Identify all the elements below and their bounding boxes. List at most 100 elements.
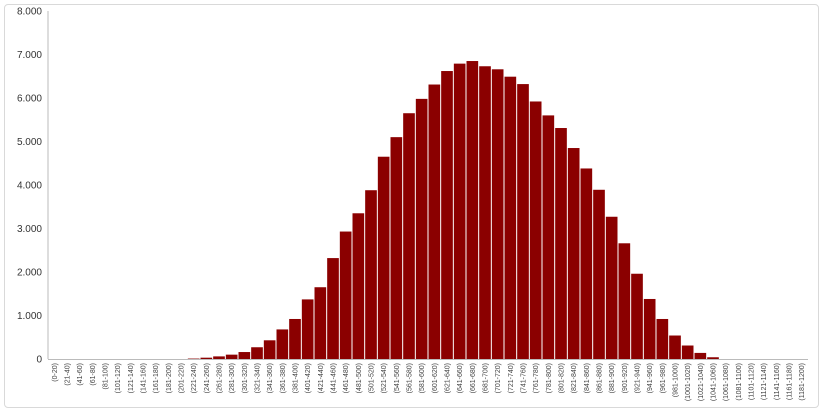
x-tick-label: (401-420) (305, 363, 312, 393)
x-tick-label: (241-260) (204, 363, 211, 393)
x-tick-label: (581-600) (419, 363, 426, 393)
bar (504, 76, 517, 359)
x-tick-label: (1021-1040) (698, 363, 705, 401)
x-tick-label: (1141-1160) (774, 363, 781, 400)
x-tick-label: (521-540) (381, 363, 388, 393)
x-tick-label: (701-720) (495, 363, 502, 393)
x-tick-label: (261-280) (217, 363, 224, 393)
x-tick-label: (281-300) (229, 363, 236, 393)
bar (542, 115, 555, 360)
bar (580, 168, 593, 359)
bar (479, 66, 491, 359)
x-tick-label: (981-1000) (673, 363, 680, 397)
y-tick-label: 5.000 (17, 137, 42, 148)
bar (225, 354, 238, 359)
x-tick-label: (301-320) (242, 363, 249, 393)
x-axis: (0-20) (21-40) (41-60) (61-80) (81-100) (101-… (48, 359, 808, 401)
x-tick-label: (101-120) (115, 363, 122, 393)
y-tick-label: 8.000 (17, 7, 42, 18)
x-tick-label: (641-660) (457, 363, 464, 393)
y-tick-label: 2.000 (17, 268, 42, 279)
bars-group (187, 61, 719, 360)
y-tick-label: 3.000 (17, 224, 42, 235)
bar (377, 156, 390, 359)
x-tick-label: (741-760) (521, 363, 528, 393)
x-tick-label: (841-860) (584, 363, 591, 393)
bar (656, 318, 669, 359)
bar (605, 216, 618, 359)
x-tick-label: (21-40) (65, 363, 72, 386)
x-tick-label: (621-640) (445, 363, 452, 393)
x-tick-label: (1081-1100) (736, 363, 743, 401)
x-tick-label: (1161-1180) (787, 363, 794, 400)
x-tick-label: (921-940) (635, 363, 642, 393)
x-tick-label: (321-340) (255, 363, 262, 393)
bar (403, 113, 415, 359)
x-tick-label: (361-380) (280, 363, 287, 393)
bar (669, 335, 681, 359)
bar (694, 352, 707, 359)
x-tick-label: (161-180) (153, 363, 160, 393)
bar (428, 84, 441, 360)
bar (707, 357, 719, 359)
bar (200, 357, 213, 359)
x-tick-label: (721-740) (508, 363, 515, 393)
x-tick-label: (481-500) (356, 363, 363, 393)
bar (441, 71, 453, 359)
x-tick-label: (461-480) (343, 363, 350, 393)
x-tick-label: (601-620) (432, 363, 439, 393)
x-tick-label: (941-960) (647, 363, 654, 393)
bar (491, 69, 504, 359)
bar (529, 101, 542, 359)
x-tick-label: (141-160) (141, 363, 148, 393)
bar (555, 128, 567, 359)
bar (643, 298, 656, 359)
bar (365, 190, 377, 359)
bar (567, 148, 580, 359)
x-tick-label: (341-360) (267, 363, 274, 393)
bar (339, 231, 352, 359)
y-tick-label: 7.000 (17, 50, 42, 61)
x-tick-label: (501-520) (369, 363, 376, 393)
y-axis: 0 1.000 2.000 3.000 4.000 5.000 6.000 7.000 8.00… (17, 7, 49, 366)
x-tick-label: (441-460) (331, 363, 338, 393)
x-tick-label: (1041-1060) (711, 363, 718, 401)
x-tick-label: (61-80) (90, 363, 97, 386)
bar (631, 273, 643, 359)
x-tick-label: (541-560) (394, 363, 401, 393)
y-tick-label: 0 (36, 355, 42, 366)
x-tick-label: (421-440) (318, 363, 325, 393)
bar (517, 84, 529, 359)
bar (276, 329, 289, 359)
x-tick-label: (861-880) (597, 363, 604, 393)
x-tick-label: (1121-1140) (761, 363, 768, 400)
x-tick-label: (901-920) (622, 363, 629, 393)
bar (314, 287, 327, 359)
x-tick-label: (561-580) (407, 363, 414, 393)
y-tick-label: 1.000 (17, 311, 42, 322)
bar (301, 299, 314, 359)
bar (251, 347, 263, 359)
y-tick-label: 4.000 (17, 181, 42, 192)
x-tick-label: (821-840) (571, 363, 578, 393)
x-tick-label: (201-220) (179, 363, 186, 393)
x-tick-label: (661-680) (470, 363, 477, 393)
x-tick-label: (121-140) (128, 363, 135, 393)
bar (593, 189, 605, 359)
bar (466, 61, 479, 359)
x-tick-label: (681-700) (483, 363, 490, 393)
bar (453, 63, 466, 359)
x-tick-label: (961-980) (660, 363, 667, 393)
x-tick-label: (761-780) (533, 363, 540, 393)
x-tick-label: (1001-1020) (685, 363, 692, 401)
bar (415, 98, 428, 360)
y-tick-label: 6.000 (17, 94, 42, 105)
bar (618, 243, 631, 359)
bar (352, 213, 365, 359)
bar (213, 356, 225, 359)
bar (263, 340, 276, 359)
x-tick-label: (41-60) (77, 363, 84, 386)
x-tick-label: (0-20) (52, 363, 59, 382)
bar (289, 318, 301, 359)
